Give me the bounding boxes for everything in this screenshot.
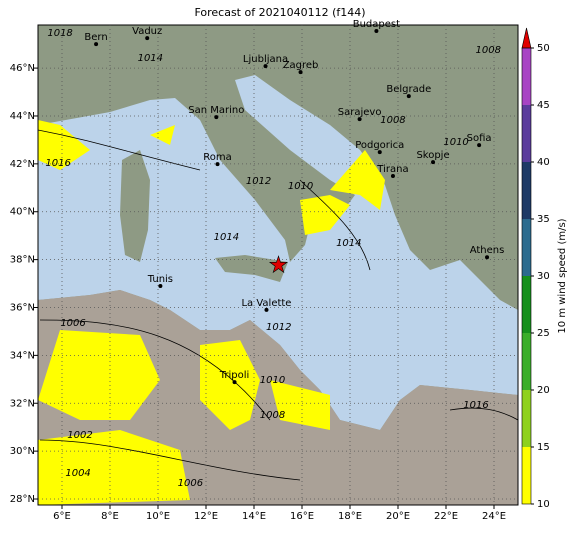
city-label: La Valette — [241, 298, 291, 309]
x-tick-label: 18°E — [338, 511, 362, 522]
isobar-label: 1016 — [45, 158, 70, 169]
y-tick-label: 32°N — [10, 398, 35, 409]
x-tick-label: 12°E — [194, 511, 218, 522]
city-dot — [94, 42, 99, 47]
city-label: Belgrade — [386, 84, 431, 95]
isobar-label: 1004 — [65, 468, 90, 479]
city-label: Bern — [84, 32, 107, 43]
city-dot — [477, 143, 482, 148]
city-dot — [406, 94, 411, 99]
city-label: Roma — [203, 152, 232, 163]
isobar-label: 1010 — [443, 137, 468, 148]
city-label: Sofia — [467, 133, 492, 144]
y-tick-label: 34°N — [10, 350, 35, 361]
isobar-label: 1008 — [476, 45, 501, 56]
x-tick-label: 16°E — [290, 511, 314, 522]
map-frame — [37, 24, 519, 506]
x-tick-label: 14°E — [242, 511, 266, 522]
y-tick-label: 38°N — [10, 255, 35, 266]
city-label: Budapest — [353, 19, 400, 30]
city-dot — [264, 307, 269, 312]
isobar-label: 1012 — [266, 322, 291, 333]
colorbar-bin — [522, 219, 531, 276]
isobar-label: 1014 — [138, 53, 163, 64]
colorbar-tick-label: 25 — [537, 328, 550, 339]
colorbar-bin — [522, 48, 531, 105]
isobar-label: 1006 — [60, 318, 85, 329]
x-tick-label: 10°E — [146, 511, 170, 522]
location-marker — [268, 255, 288, 274]
city-label: Skopje — [416, 150, 449, 161]
city-dot — [145, 36, 150, 41]
y-tick-label: 30°N — [10, 446, 35, 457]
city-label: Vaduz — [132, 26, 162, 37]
y-tick-label: 28°N — [10, 494, 35, 505]
map-title: Forecast of 2021040112 (f144) — [194, 6, 365, 19]
colorbar-tick-label: 50 — [537, 43, 550, 54]
city-label: Tirana — [376, 164, 408, 175]
colorbar-tick-label: 35 — [537, 214, 550, 225]
colorbar-tick-label: 10 — [537, 499, 550, 510]
city-label: Zagreb — [283, 60, 319, 71]
isobar-label: 1002 — [67, 430, 92, 441]
city-dot — [215, 162, 220, 167]
city-label: Sarajevo — [338, 107, 382, 118]
colorbar-label: 10 m wind speed (m/s) — [557, 218, 568, 333]
y-tick-label: 40°N — [10, 207, 35, 218]
x-tick-label: 22°E — [434, 511, 458, 522]
x-tick-label: 24°E — [482, 511, 506, 522]
colorbar-tick-label: 20 — [537, 385, 550, 396]
city-dot — [263, 64, 268, 69]
colorbar-bin — [522, 390, 531, 447]
colorbar-bin — [522, 162, 531, 219]
y-tick-label: 46°N — [10, 63, 35, 74]
city-dot — [158, 283, 163, 288]
colorbar-tick-label: 15 — [537, 442, 550, 453]
colorbar-tick-label: 40 — [537, 157, 550, 168]
colorbar-tick-label: 30 — [537, 271, 550, 282]
x-tick-label: 8°E — [101, 511, 119, 522]
city-dot — [390, 174, 395, 179]
isobar-label: 1014 — [214, 232, 239, 243]
y-tick-label: 36°N — [10, 302, 35, 313]
city-label: Tripoli — [219, 370, 250, 381]
city-label: Athens — [470, 245, 505, 256]
city-label: San Marino — [188, 105, 244, 116]
city-label: Podgorica — [355, 140, 404, 151]
colorbar-bin — [522, 276, 531, 333]
isobar-label: 1014 — [336, 238, 361, 249]
city-dot — [232, 380, 237, 385]
colorbar-bin — [522, 333, 531, 390]
isobar-label: 1008 — [260, 410, 285, 421]
city-label: Tunis — [147, 274, 173, 285]
x-tick-label: 6°E — [53, 511, 71, 522]
x-tick-label: 20°E — [386, 511, 410, 522]
city-dot — [431, 160, 436, 165]
isobar-label: 1012 — [246, 176, 271, 187]
isobar-label: 1010 — [288, 181, 313, 192]
city-dot — [214, 115, 219, 120]
y-tick-label: 44°N — [10, 111, 35, 122]
city-label: Ljubljana — [243, 54, 288, 65]
city-dot — [374, 28, 379, 33]
city-dot — [485, 255, 490, 260]
city-dot — [357, 117, 362, 122]
colorbar-tick-label: 45 — [537, 100, 550, 111]
isobar-label: 1006 — [178, 478, 203, 489]
city-dot — [298, 70, 303, 75]
colorbar-extend — [521, 27, 532, 49]
isobar-label: 1016 — [463, 400, 488, 411]
y-tick-label: 42°N — [10, 159, 35, 170]
colorbar-bin — [522, 105, 531, 162]
colorbar-bin — [522, 447, 531, 504]
isobar-label: 1010 — [260, 375, 285, 386]
isobar-label: 1018 — [47, 28, 72, 39]
city-dot — [377, 150, 382, 155]
isobar-label: 1008 — [380, 115, 405, 126]
